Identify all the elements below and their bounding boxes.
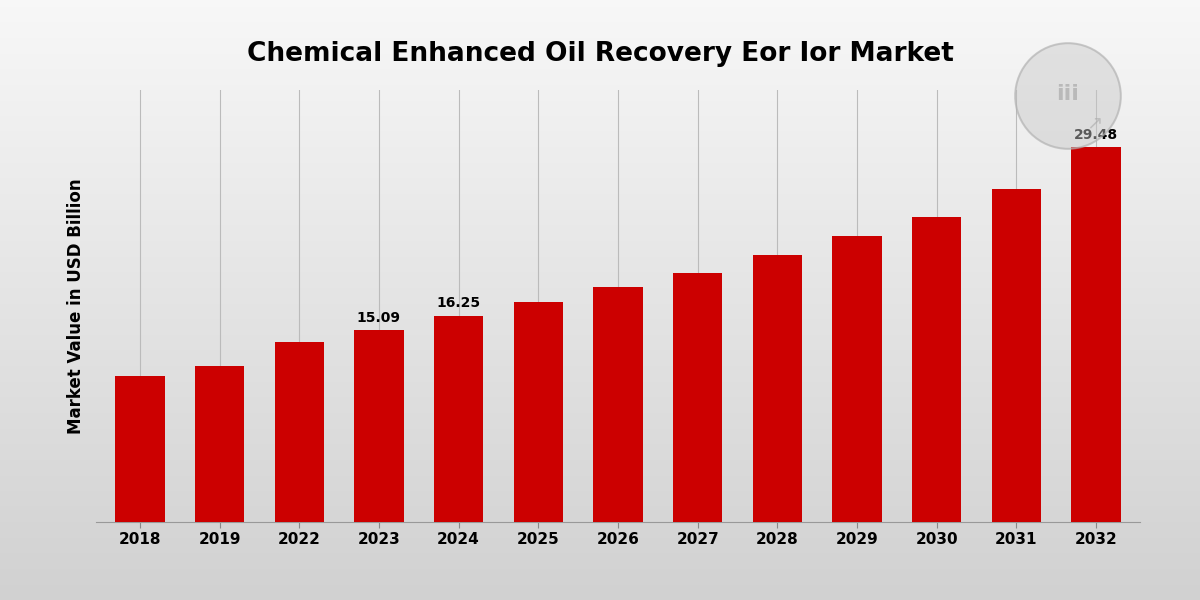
Bar [752, 255, 802, 522]
Bar [912, 217, 961, 522]
Text: 16.25: 16.25 [437, 296, 481, 310]
Bar [115, 376, 164, 522]
Bar [833, 236, 882, 522]
Bar [275, 341, 324, 522]
Text: Chemical Enhanced Oil Recovery Eor Ior Market: Chemical Enhanced Oil Recovery Eor Ior M… [246, 41, 954, 67]
Bar [991, 189, 1042, 522]
Bar [514, 302, 563, 522]
Bar [1072, 148, 1121, 522]
Bar [434, 316, 484, 522]
Text: 15.09: 15.09 [356, 311, 401, 325]
Text: 29.48: 29.48 [1074, 128, 1118, 142]
Text: ↗: ↗ [1086, 113, 1103, 132]
Text: iii: iii [1056, 83, 1080, 104]
Bar [354, 330, 403, 522]
Y-axis label: Market Value in USD Billion: Market Value in USD Billion [67, 178, 85, 434]
Circle shape [1015, 43, 1121, 149]
Bar [673, 273, 722, 522]
Bar [194, 366, 245, 522]
Bar [593, 287, 643, 522]
